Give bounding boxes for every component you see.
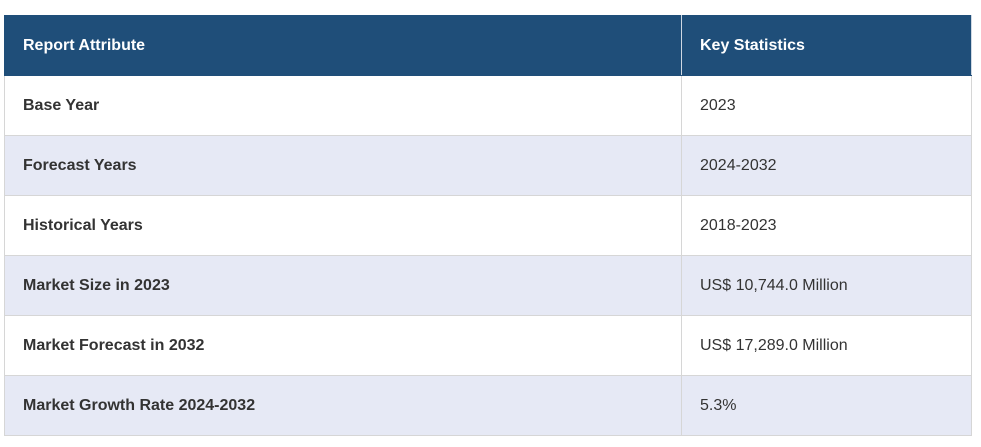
table-row: Historical Years 2018-2023 [4, 195, 972, 256]
value-cell: 2023 [681, 75, 972, 136]
header-cell: Report Attribute [4, 15, 682, 76]
attribute-cell: Market Forecast in 2032 [4, 315, 682, 376]
attribute-cell: Market Size in 2023 [4, 255, 682, 316]
table-row: Forecast Years 2024-2032 [4, 135, 972, 196]
table-row: Market Forecast in 2032 US$ 17,289.0 Mill… [4, 315, 972, 376]
value-cell: US$ 10,744.0 Million [681, 255, 972, 316]
stats-table: Report Attribute Key Statistics Base Year… [4, 15, 972, 436]
value-cell: 5.3% [681, 375, 972, 436]
attribute-cell: Market Growth Rate 2024-2032 [4, 375, 682, 436]
table-row: Base Year 2023 [4, 75, 972, 136]
value-cell: US$ 17,289.0 Million [681, 315, 972, 376]
table-row: Market Growth Rate 2024-2032 5.3% [4, 375, 972, 436]
attribute-cell: Historical Years [4, 195, 682, 256]
header-cell: Key Statistics [681, 15, 972, 76]
attribute-cell: Forecast Years [4, 135, 682, 196]
table-row: Market Size in 2023 US$ 10,744.0 Million [4, 255, 972, 316]
value-cell: 2024-2032 [681, 135, 972, 196]
value-cell: 2018-2023 [681, 195, 972, 256]
attribute-cell: Base Year [4, 75, 682, 136]
header-row: Report Attribute Key Statistics [4, 15, 972, 76]
